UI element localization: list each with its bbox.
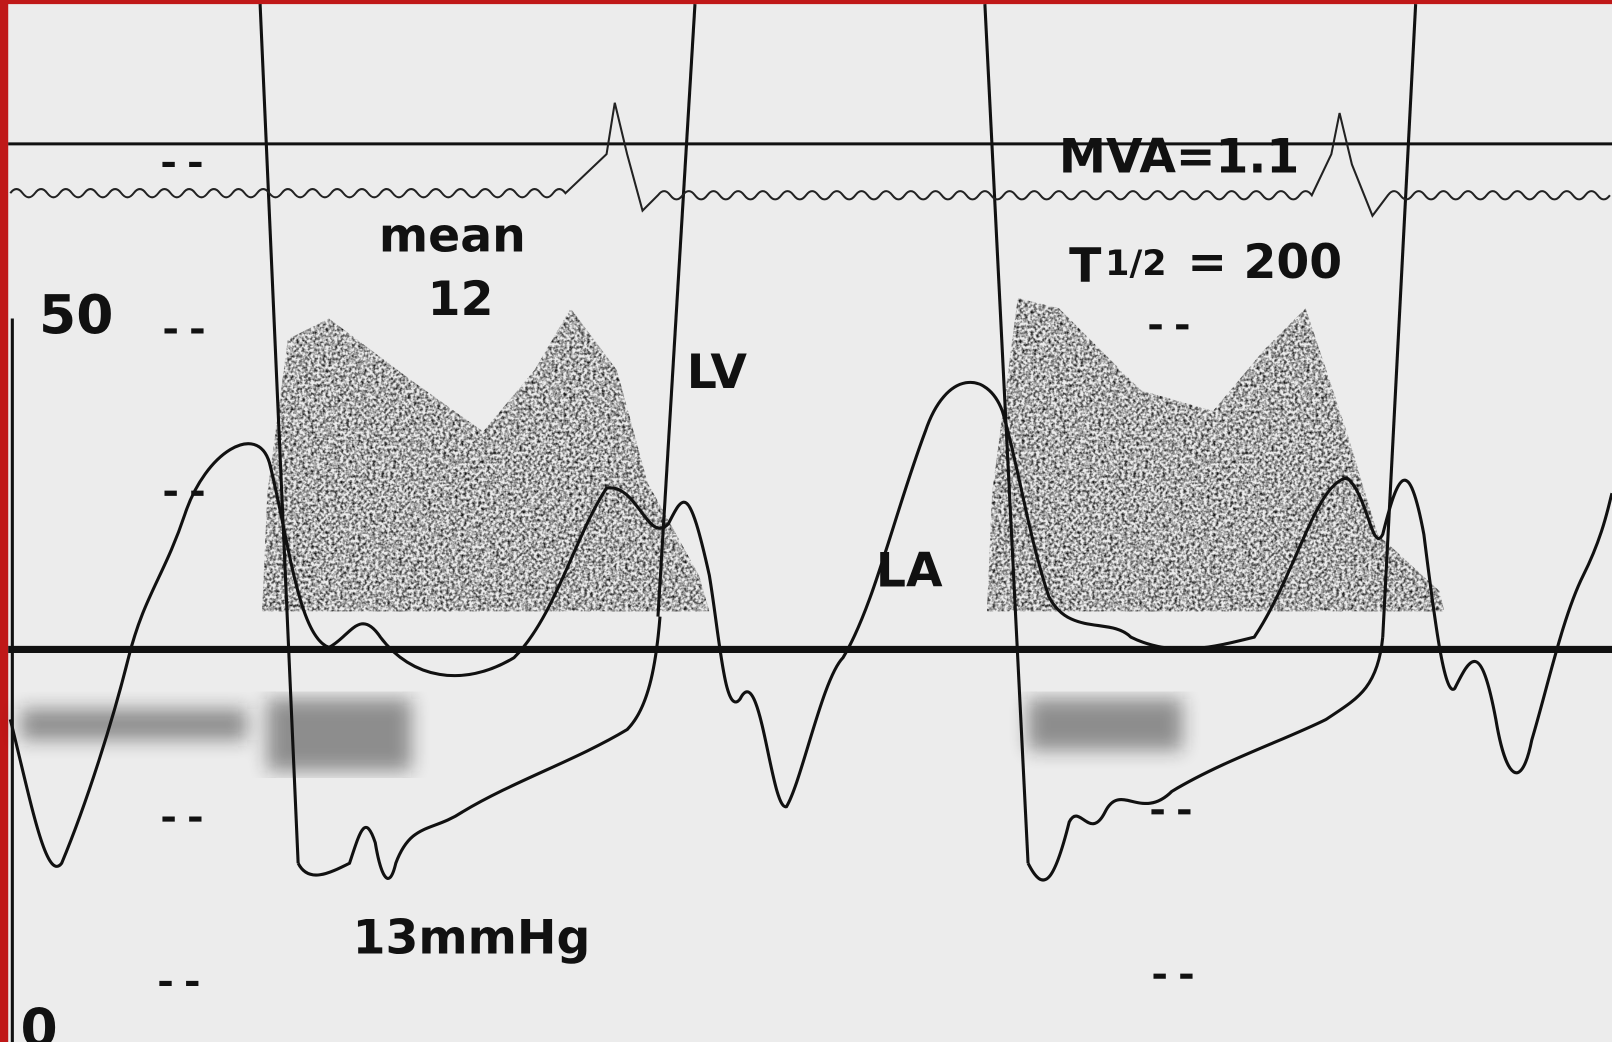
mean-label: mean	[379, 208, 526, 263]
la-label: LA	[876, 543, 943, 598]
grid-lines	[8, 4, 1612, 1042]
t-symbol: T	[1069, 239, 1101, 294]
lv-la-trace	[8, 380, 1612, 868]
t-fraction: 1/2	[1105, 244, 1166, 284]
doppler-envelope	[20, 298, 1445, 771]
scale-top-label: 50	[39, 283, 113, 346]
la-pressure-trace	[296, 616, 1385, 882]
ecg-trace	[9, 102, 1611, 218]
gradient-label: 13mmHg	[353, 910, 591, 965]
scale-dashes	[159, 161, 1193, 986]
mean-value: 12	[428, 272, 494, 327]
lv-label: LV	[687, 345, 748, 400]
mva-label: MVA=1.1	[1059, 129, 1299, 184]
scale-bottom-label: 0	[21, 996, 58, 1042]
t-value: = 200	[1187, 235, 1342, 290]
